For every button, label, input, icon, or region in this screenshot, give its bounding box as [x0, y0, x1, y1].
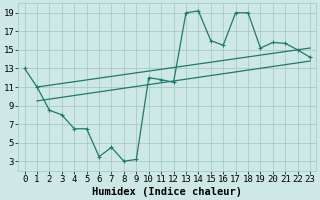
- X-axis label: Humidex (Indice chaleur): Humidex (Indice chaleur): [92, 186, 242, 197]
